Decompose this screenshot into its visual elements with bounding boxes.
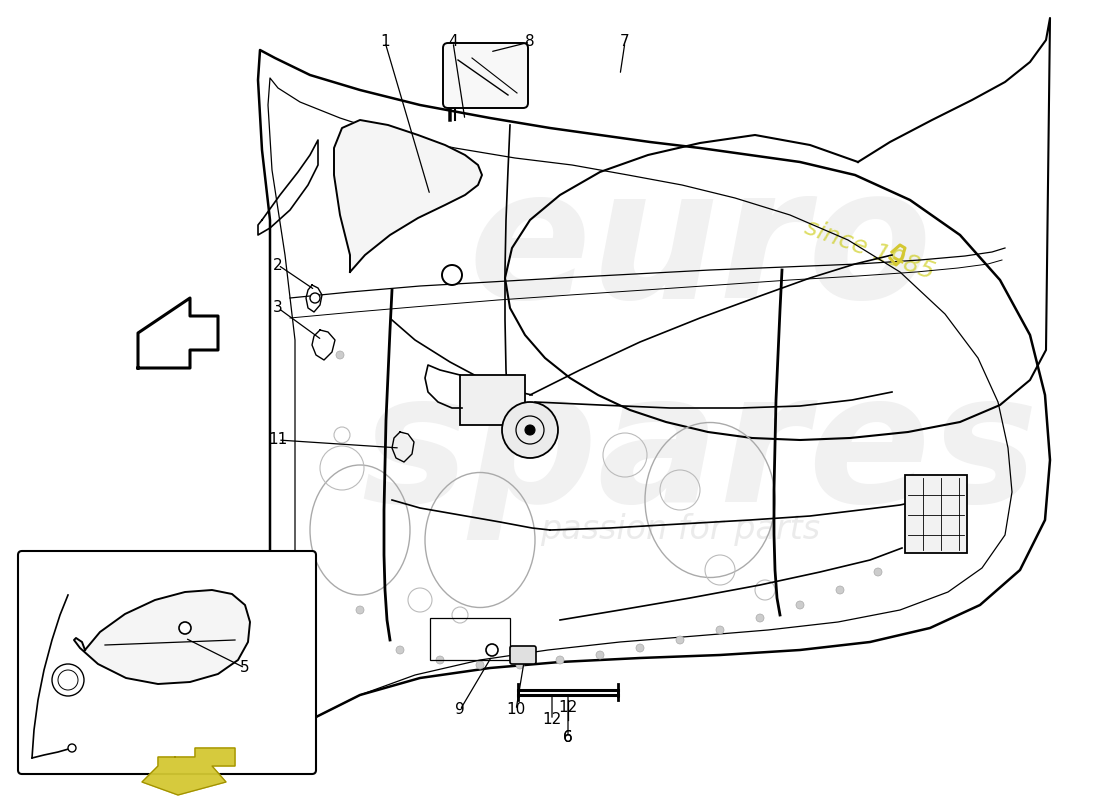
Bar [430, 618, 510, 660]
Circle shape [874, 568, 882, 576]
FancyBboxPatch shape [18, 551, 316, 774]
Text: 10: 10 [506, 702, 526, 718]
Circle shape [502, 402, 558, 458]
Circle shape [68, 744, 76, 752]
Bar [905, 475, 967, 553]
Circle shape [676, 636, 684, 644]
Text: 5: 5 [240, 661, 250, 675]
Text: 12: 12 [542, 713, 562, 727]
Circle shape [525, 425, 535, 435]
Circle shape [476, 661, 484, 669]
Text: 2: 2 [273, 258, 283, 273]
Circle shape [636, 644, 644, 652]
Polygon shape [142, 748, 235, 795]
Text: 12: 12 [559, 701, 578, 715]
Text: 9: 9 [455, 702, 465, 718]
FancyBboxPatch shape [510, 646, 536, 664]
Polygon shape [334, 120, 482, 272]
Circle shape [436, 656, 444, 664]
Circle shape [356, 606, 364, 614]
Text: 6: 6 [563, 730, 573, 746]
Circle shape [836, 586, 844, 594]
Text: 1: 1 [381, 34, 389, 50]
Circle shape [336, 351, 344, 359]
Text: 11: 11 [268, 433, 287, 447]
Circle shape [556, 656, 564, 664]
Circle shape [310, 293, 320, 303]
Text: euro
spares: euro spares [362, 160, 1038, 540]
Text: 4: 4 [448, 34, 458, 50]
Text: 8: 8 [525, 34, 535, 50]
Circle shape [516, 661, 524, 669]
Circle shape [796, 601, 804, 609]
Text: since 1985: since 1985 [802, 215, 938, 285]
Circle shape [716, 626, 724, 634]
Bar [460, 375, 525, 425]
Circle shape [442, 265, 462, 285]
Circle shape [596, 651, 604, 659]
Circle shape [179, 622, 191, 634]
Polygon shape [74, 590, 250, 684]
Circle shape [396, 646, 404, 654]
Text: 3: 3 [273, 301, 283, 315]
FancyBboxPatch shape [443, 43, 528, 108]
Circle shape [756, 614, 764, 622]
Text: 6: 6 [563, 730, 573, 746]
Text: passion for parts: passion for parts [540, 514, 821, 546]
Circle shape [486, 644, 498, 656]
Text: 7: 7 [620, 34, 630, 50]
Polygon shape [138, 298, 218, 368]
